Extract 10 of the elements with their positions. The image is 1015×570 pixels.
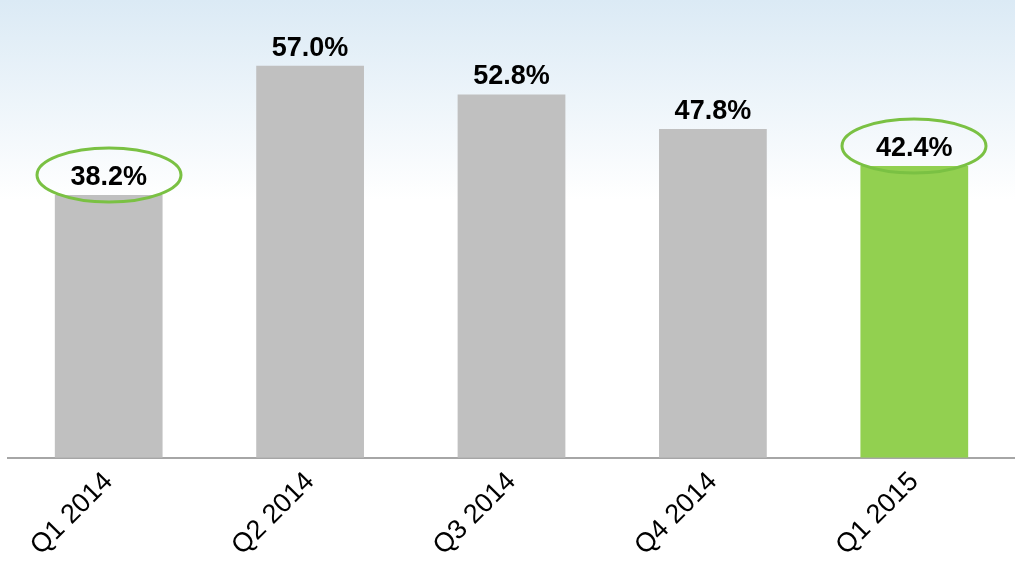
data-label: 52.8% [473, 60, 550, 91]
bar [659, 128, 767, 458]
bar [457, 94, 566, 458]
data-label: 57.0% [271, 31, 349, 62]
data-label: 47.8% [674, 94, 752, 125]
bar [256, 65, 364, 458]
bar [860, 166, 969, 458]
data-label: 42.4% [876, 132, 953, 163]
data-label: 38.2% [70, 160, 147, 191]
bar [54, 195, 163, 458]
